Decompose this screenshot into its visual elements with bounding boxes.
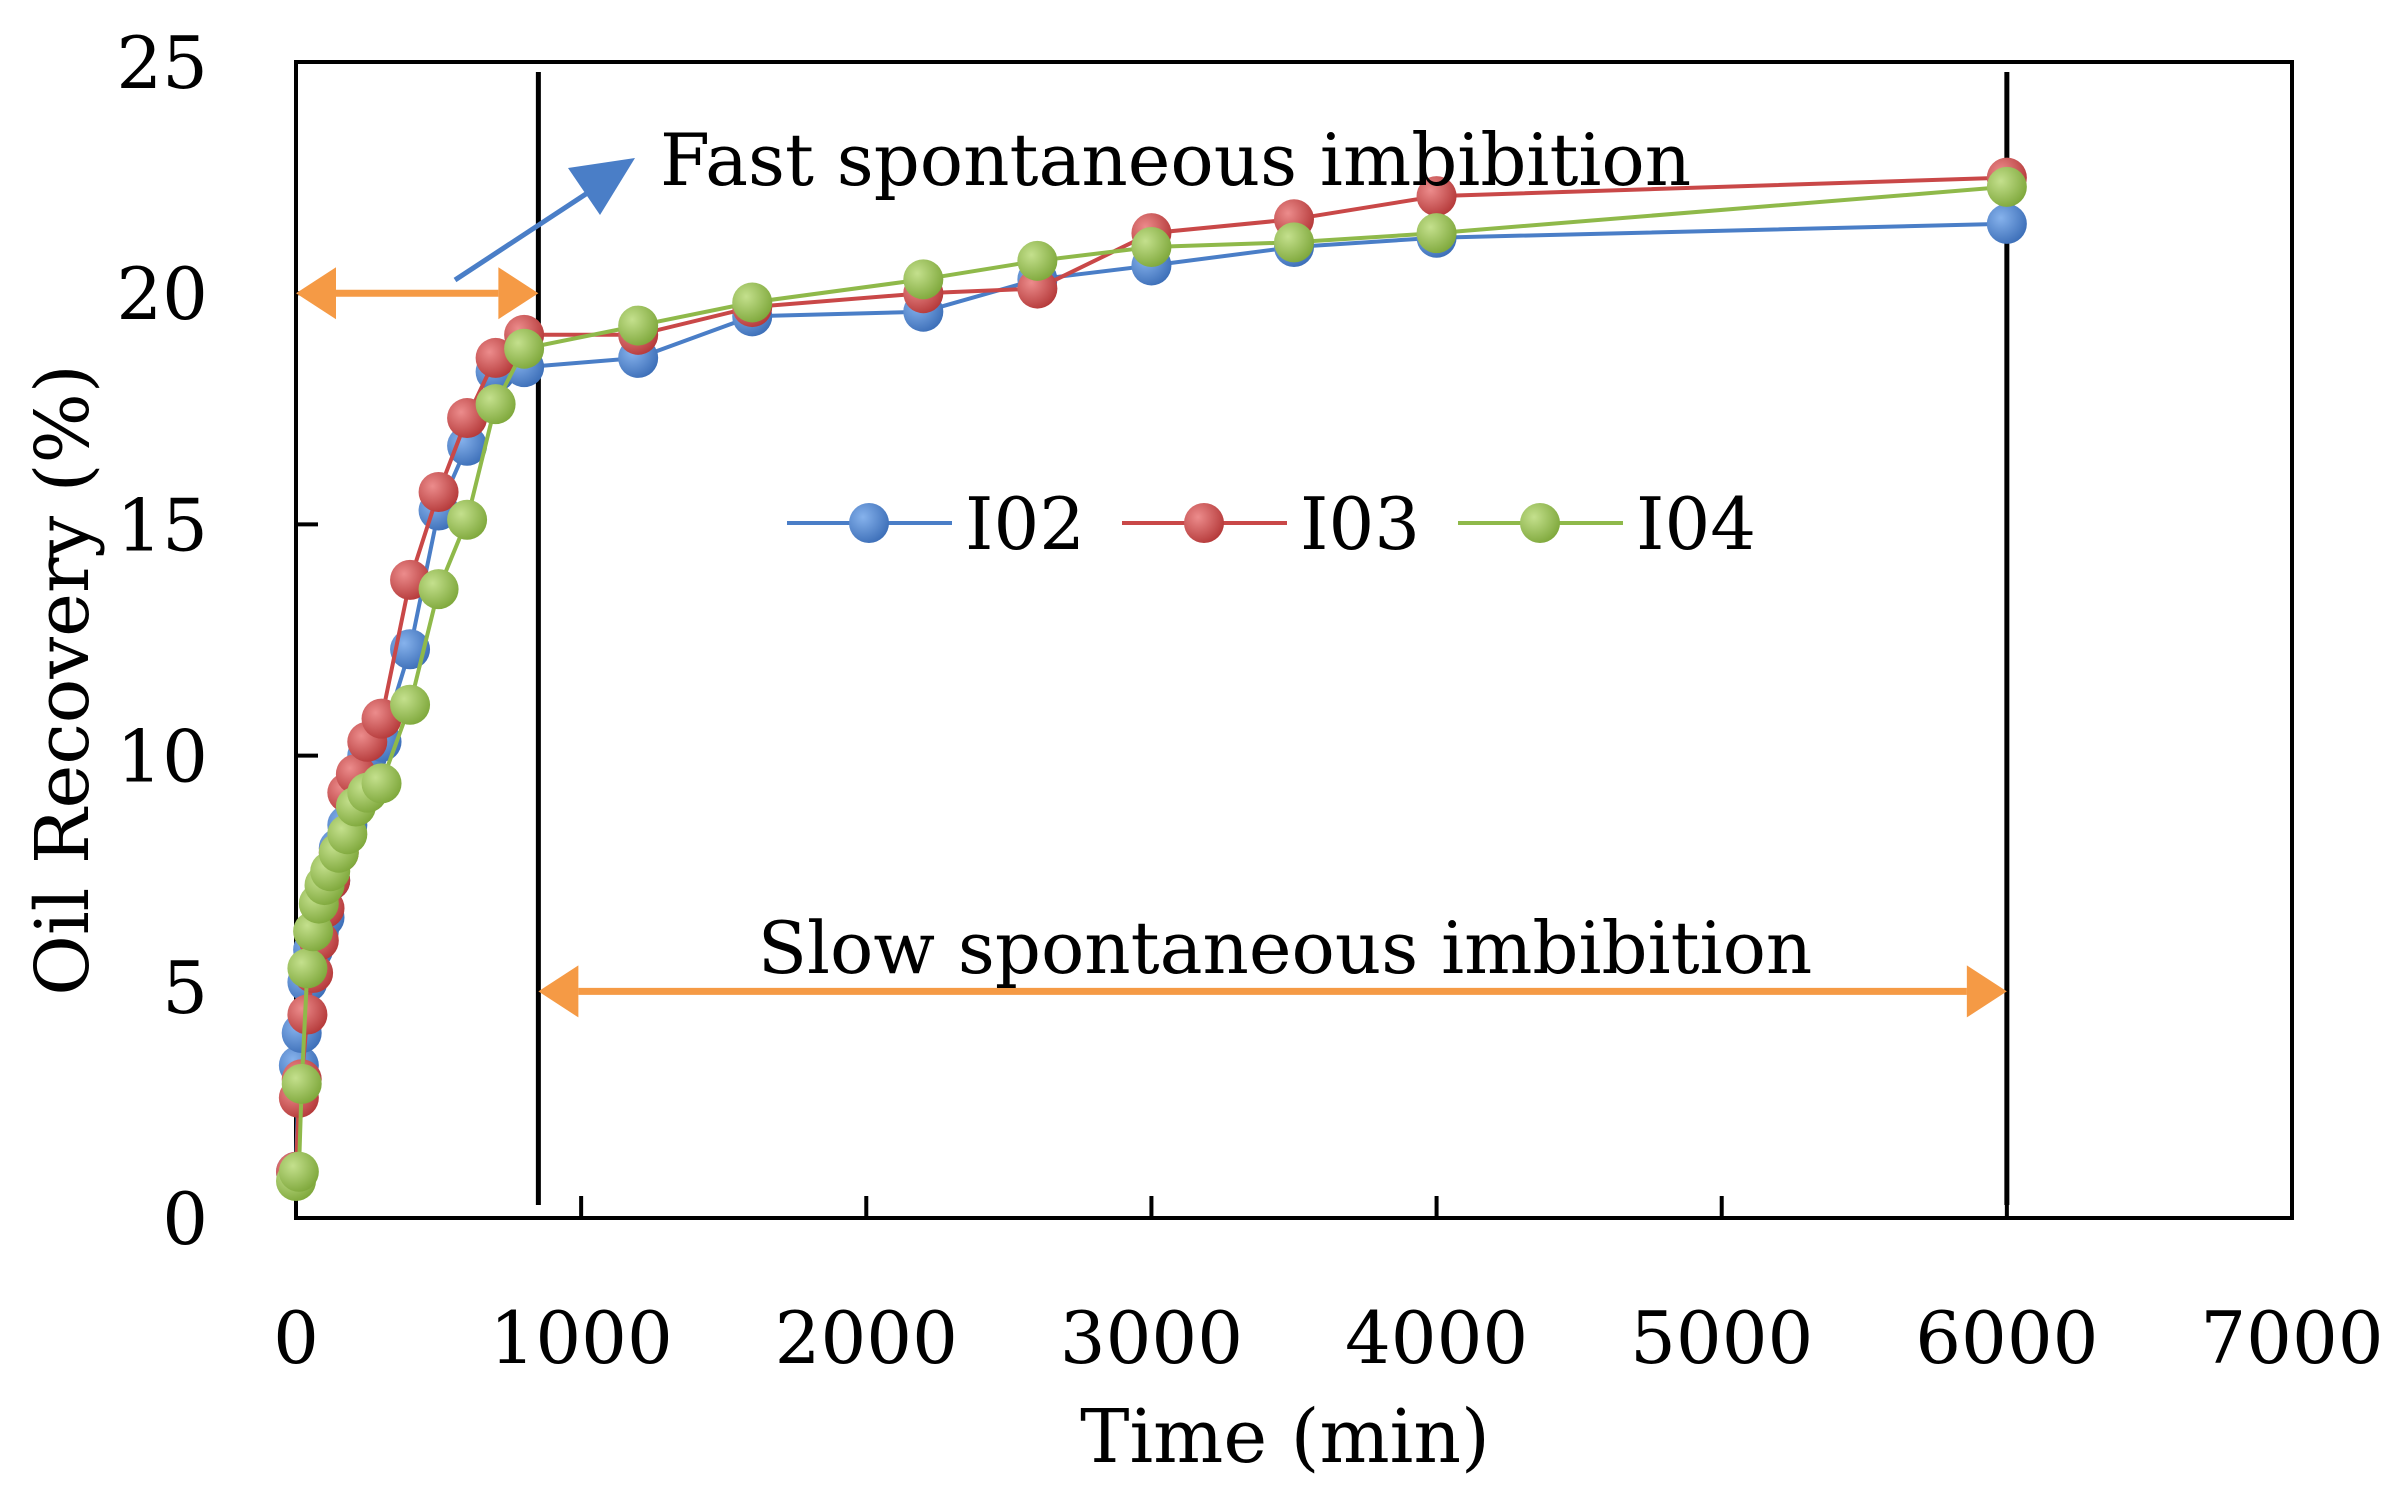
fast-imbibition-annotation: Fast spontaneous imbibition bbox=[660, 118, 1691, 202]
x-tick-label: 0 bbox=[273, 1296, 319, 1380]
slow-range-arrow-head-left bbox=[538, 965, 579, 1018]
x-tick-label: 5000 bbox=[1630, 1296, 1813, 1380]
data-point-I03 bbox=[1017, 268, 1058, 309]
data-point-I04 bbox=[278, 1151, 319, 1192]
x-tick-label: 6000 bbox=[1915, 1296, 2098, 1380]
data-point-I04 bbox=[418, 569, 459, 610]
x-tick-label: 4000 bbox=[1345, 1296, 1528, 1380]
data-point-I04 bbox=[1274, 222, 1314, 263]
x-tick-label: 7000 bbox=[2200, 1296, 2383, 1380]
data-point-I04 bbox=[447, 499, 488, 540]
legend-label-I04: I04 bbox=[1636, 482, 1756, 566]
pointer-arrow-head bbox=[568, 158, 635, 215]
axis-ticks: 0 1000 2000 3000 4000 5000 6000 7000 0 5 10 15 20 25 bbox=[116, 21, 2383, 1380]
series-line-I03 bbox=[294, 175, 2007, 1172]
y-tick-label: 15 bbox=[116, 483, 208, 567]
legend-item-I04: I04 bbox=[1458, 482, 1756, 566]
data-point-I04 bbox=[1131, 226, 1172, 267]
data-point-I04 bbox=[732, 282, 773, 323]
y-tick-label: 25 bbox=[116, 21, 208, 105]
pointer-arrow-shaft bbox=[453, 187, 594, 283]
data-point-I04 bbox=[1017, 240, 1058, 281]
data-point-I03 bbox=[418, 472, 459, 513]
legend-marker-I03 bbox=[1184, 503, 1224, 543]
data-point-I03 bbox=[1416, 176, 1457, 217]
legend-marker-I04 bbox=[1520, 503, 1560, 543]
data-point-I04 bbox=[287, 948, 328, 989]
fast-range-arrow-head-left bbox=[296, 267, 336, 320]
series-I04 bbox=[276, 166, 2027, 1202]
plot-area-frame bbox=[294, 60, 2294, 1220]
data-point-I04 bbox=[903, 259, 944, 300]
data-point-I02 bbox=[447, 425, 488, 466]
legend-item-I02: I02 bbox=[787, 482, 1085, 566]
reference-lines bbox=[535, 72, 2010, 1205]
data-point-I04 bbox=[361, 763, 402, 804]
x-tick-label: 1000 bbox=[490, 1296, 673, 1380]
data-point-I02 bbox=[1986, 203, 2027, 244]
data-point-I04 bbox=[1986, 166, 2027, 207]
legend-label-I03: I03 bbox=[1300, 482, 1420, 566]
x-tick-label: 3000 bbox=[1060, 1296, 1243, 1380]
data-point-I04 bbox=[475, 384, 516, 425]
data-point-I04 bbox=[390, 684, 431, 725]
y-tick-label: 0 bbox=[162, 1177, 208, 1261]
data-series bbox=[276, 157, 2027, 1202]
legend-label-I02: I02 bbox=[965, 482, 1085, 566]
fast-range-arrow-head-right bbox=[498, 267, 539, 320]
annotation-arrows bbox=[296, 158, 2007, 1018]
series-line-I02 bbox=[294, 221, 2007, 1172]
slow-imbibition-annotation: Slow spontaneous imbibition bbox=[758, 906, 1813, 990]
legend-marker-I02 bbox=[849, 503, 889, 543]
legend-item-I03: I03 bbox=[1122, 482, 1420, 566]
data-point-I04 bbox=[504, 328, 545, 369]
y-tick-label: 20 bbox=[116, 252, 208, 336]
slow-range-arrow-head-right bbox=[1966, 965, 2007, 1018]
x-axis-title: Time (min) bbox=[1080, 1394, 1490, 1480]
data-point-I04 bbox=[618, 305, 659, 346]
data-point-I04 bbox=[281, 1063, 322, 1104]
x-tick-label: 2000 bbox=[775, 1296, 958, 1380]
data-point-I03 bbox=[287, 994, 328, 1035]
legend: I02 I03 I04 bbox=[787, 482, 1756, 566]
data-point-I04 bbox=[1416, 213, 1457, 254]
y-tick-label: 10 bbox=[116, 715, 208, 799]
y-axis-title: Oil Recovery (%) bbox=[20, 364, 106, 995]
y-tick-label: 5 bbox=[162, 946, 208, 1030]
